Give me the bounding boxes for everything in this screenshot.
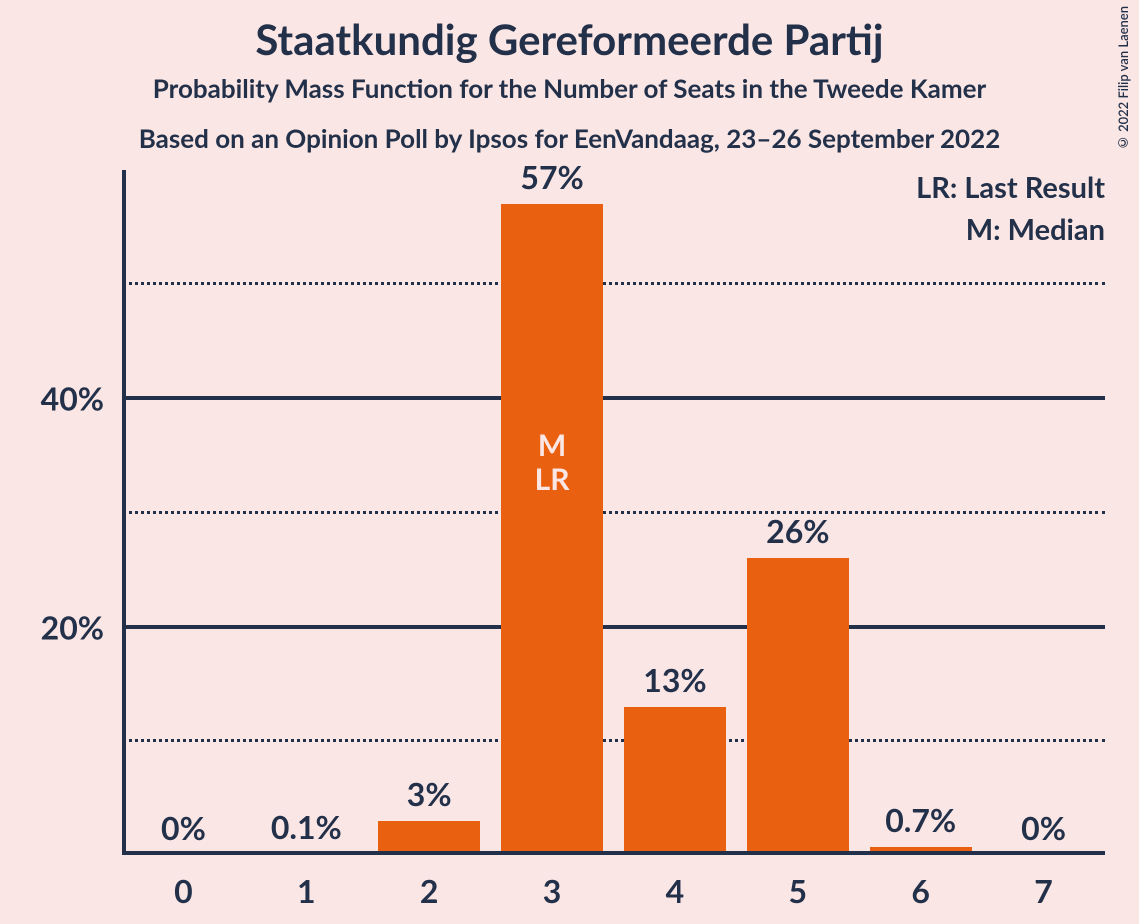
major-gridline [122,396,1105,400]
chart-title: Staatkundig Gereformeerde Partij [255,14,883,64]
minor-gridline [122,511,1105,514]
x-tick-label-6: 6 [911,871,930,910]
bar-value-label-5: 26% [766,511,829,550]
bar-value-label-2: 3% [407,774,452,813]
x-tick-label-3: 3 [543,871,562,910]
y-tick-label: 40% [41,379,104,418]
y-axis [122,170,126,855]
plot-area: 20%40%0%00.1%13%257%313%426%50.7%60%7MLR [122,170,1105,855]
y-tick-label: 20% [41,607,104,646]
major-gridline [122,625,1105,629]
bar-value-label-6: 0.7% [885,800,956,839]
bar-4 [624,707,726,855]
bar-2 [378,821,480,855]
bar-value-label-3: 57% [520,157,583,196]
x-tick-label-2: 2 [420,871,439,910]
chart-subtitle-1: Probability Mass Function for the Number… [153,72,986,104]
bar-value-label-1: 0.1% [271,807,342,846]
x-tick-label-7: 7 [1034,871,1053,910]
x-tick-label-4: 4 [666,871,685,910]
x-tick-label-1: 1 [297,871,316,910]
x-tick-label-5: 5 [789,871,808,910]
minor-gridline [122,739,1105,742]
bar-value-label-4: 13% [643,660,706,699]
x-axis [122,851,1105,855]
bar-3 [501,204,603,855]
chart-subtitle-2: Based on an Opinion Poll by Ipsos for Ee… [139,122,1001,154]
chart-canvas: Staatkundig Gereformeerde Partij Probabi… [0,0,1139,924]
bar-5 [747,558,849,855]
copyright-text: © 2022 Filip van Laenen [1115,6,1131,151]
last-result-marker: LR [535,461,570,497]
x-tick-label-0: 0 [174,871,193,910]
median-marker: M [538,427,566,463]
bar-value-label-7: 0% [1021,808,1066,847]
bar-value-label-0: 0% [161,808,206,847]
minor-gridline [122,282,1105,285]
